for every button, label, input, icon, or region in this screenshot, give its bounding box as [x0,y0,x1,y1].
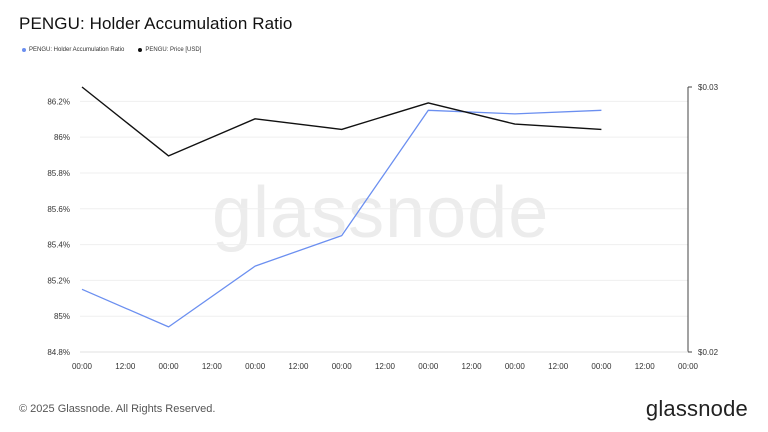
y-tick-label-left: 85.4% [47,241,70,250]
y-tick-label-left: 85.8% [47,169,70,178]
x-tick-label: 00:00 [591,362,612,371]
x-tick-label: 00:00 [245,362,266,371]
glassnode-logo: glassnode [645,396,748,421]
y-tick-label-right: $0.03 [698,83,719,92]
y-tick-label-left: 85.6% [47,205,70,214]
chart-title: PENGU: Holder Accumulation Ratio [19,14,293,33]
x-tick-label: 00:00 [159,362,180,371]
legend-dot-ratio [22,48,26,52]
legend-item-price[interactable]: PENGU: Price [USD] [138,47,201,53]
y-tick-label-left: 85.2% [47,276,70,285]
chart-legend: PENGU: Holder Accumulation Ratio PENGU: … [22,47,201,53]
x-tick-label: 12:00 [115,362,136,371]
x-tick-label: 12:00 [202,362,223,371]
y-tick-label-left: 85% [54,312,70,321]
series-line-ratio [81,109,602,328]
x-tick-label: 00:00 [332,362,353,371]
copyright-text: © 2025 Glassnode. All Rights Reserved. [19,403,216,415]
x-tick-label: 00:00 [72,362,93,371]
y-tick-label-left: 84.8% [47,348,70,357]
y-tick-label-left: 86.2% [47,97,70,106]
x-tick-label: 00:00 [678,362,699,371]
legend-label-price: PENGU: Price [USD] [145,47,202,53]
legend-dot-price [138,48,143,52]
series-line-price [81,86,602,157]
legend-item-ratio[interactable]: PENGU: Holder Accumulation Ratio [22,47,124,53]
y-tick-label-left: 86% [54,133,70,142]
y-tick-label-right: $0.02 [698,348,719,357]
x-tick-label: 12:00 [548,362,569,371]
x-tick-label: 00:00 [418,362,439,371]
x-tick-label: 12:00 [635,362,656,371]
legend-label-ratio: PENGU: Holder Accumulation Ratio [29,47,125,53]
x-tick-label: 00:00 [505,362,526,371]
x-tick-label: 12:00 [288,362,309,371]
x-tick-label: 12:00 [375,362,396,371]
x-tick-label: 12:00 [462,362,483,371]
